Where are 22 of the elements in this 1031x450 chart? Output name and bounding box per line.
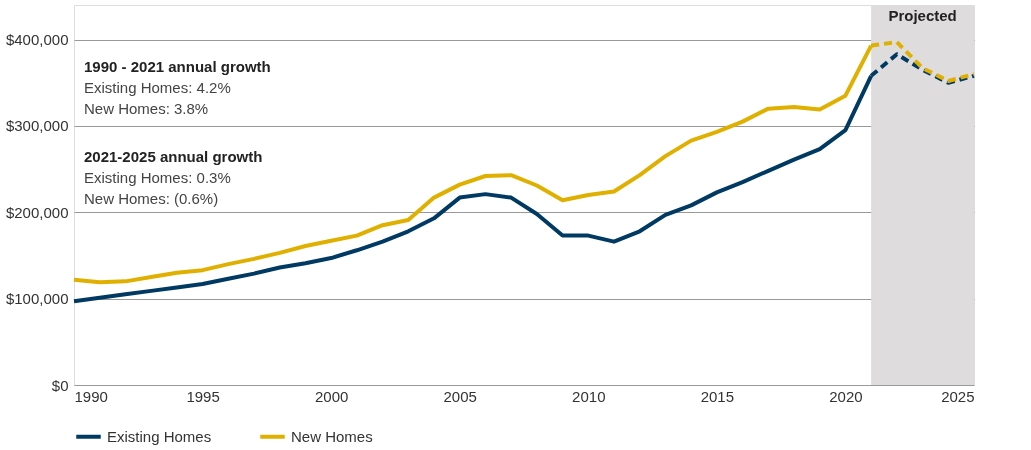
annotation: 2021-2025 annual growth <box>84 148 263 165</box>
band-label: Projected <box>888 7 957 24</box>
x-tick-label: 2010 <box>572 387 606 405</box>
x-tick-label: 2020 <box>829 387 863 405</box>
annotation: New Homes: 3.8% <box>84 100 209 117</box>
annotation: Existing Homes: 4.2% <box>84 79 231 96</box>
y-tick-label: $300,000 <box>5 117 69 135</box>
y-tick-label: $0 <box>51 376 69 394</box>
y-tick-label: $400,000 <box>5 31 69 49</box>
x-tick-label: 2005 <box>443 387 477 405</box>
x-tick-label: 2015 <box>700 387 735 405</box>
y-tick-label: $200,000 <box>5 203 69 221</box>
annotation: Existing Homes: 0.3% <box>84 169 231 186</box>
annotation: New Homes: (0.6%) <box>84 190 219 207</box>
x-tick-label: 2025 <box>941 387 975 405</box>
x-tick-label: 1995 <box>186 387 220 405</box>
y-tick-label: $100,000 <box>5 290 69 308</box>
annotation: 1990 - 2021 annual growth <box>84 58 271 75</box>
legend-label: Existing Homes <box>107 427 212 445</box>
x-tick-label: 1990 <box>74 387 108 405</box>
x-tick-label: 2000 <box>314 387 349 405</box>
legend-label: New Homes <box>291 427 373 445</box>
